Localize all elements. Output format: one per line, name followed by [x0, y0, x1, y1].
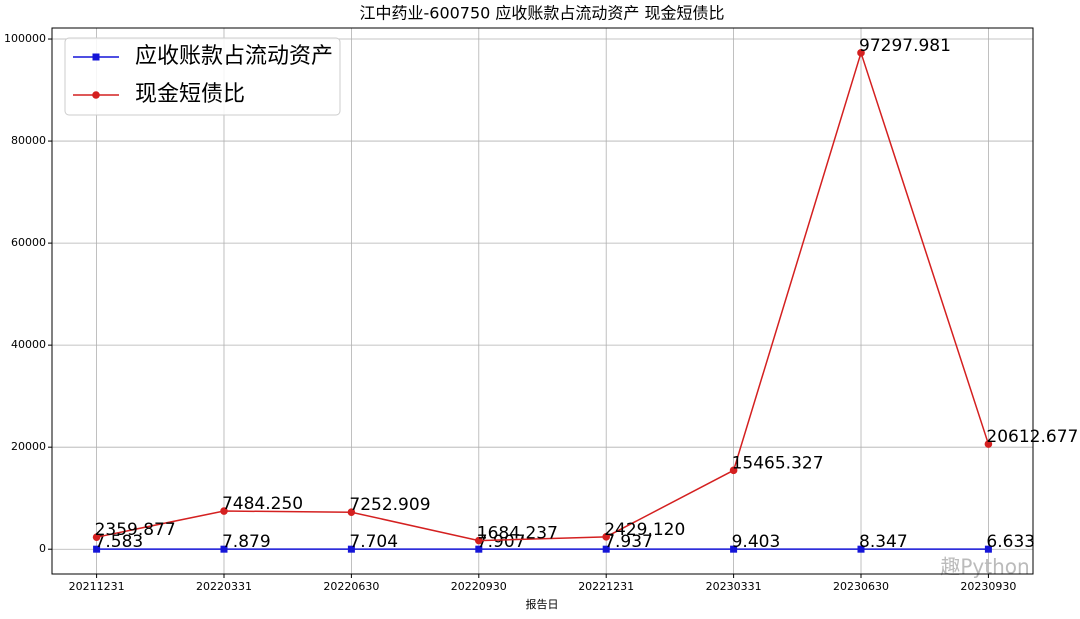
data-point: [93, 545, 101, 553]
data-point: [475, 545, 483, 553]
x-tick-label: 20230930: [960, 580, 1016, 593]
legend-box: [64, 37, 341, 116]
y-tick-label: 20000: [11, 440, 46, 453]
data-label: 1684.237: [477, 524, 558, 544]
data-label: 7.704: [349, 532, 398, 552]
data-label: 7484.250: [222, 494, 303, 514]
data-label: 20612.677: [986, 427, 1078, 447]
x-tick-label: 20230630: [833, 580, 889, 593]
x-tick-label: 20220930: [451, 580, 507, 593]
legend-label: 应收账款占流动资产: [135, 44, 333, 69]
data-point: [729, 466, 738, 475]
y-tick-label: 60000: [11, 236, 46, 249]
data-point: [474, 536, 483, 545]
data-label: 15465.327: [732, 453, 824, 473]
data-label: 2429.120: [604, 520, 685, 540]
x-tick-label: 20221231: [578, 580, 634, 593]
data-point: [220, 507, 228, 515]
x-axis-label: 报告日: [526, 597, 559, 611]
legend-label: 现金短债比: [135, 82, 245, 107]
series-line: [96, 50, 990, 542]
y-tick-label: 80000: [11, 134, 46, 147]
data-point: [602, 545, 610, 553]
data-label: 7.583: [95, 532, 144, 552]
x-tick-label: 20230331: [706, 580, 762, 593]
x-tick-label: 20211231: [69, 580, 125, 593]
data-label: 2359.877: [95, 520, 176, 540]
x-tick-label: 20220331: [196, 580, 252, 593]
data-point: [984, 545, 992, 553]
data-label: 7.937: [604, 532, 653, 552]
data-label: 8.347: [859, 532, 908, 552]
data-point: [220, 545, 228, 553]
data-label: 7.907: [477, 532, 526, 552]
data-point: [857, 49, 865, 57]
data-point: [602, 533, 611, 541]
data-point: [984, 440, 993, 448]
data-label: 7252.909: [349, 495, 430, 515]
watermark: 趣Python: [940, 555, 1029, 579]
x-tick-label: 20220630: [323, 580, 379, 593]
data-label: 6.633: [986, 532, 1035, 552]
legend-marker: [92, 91, 100, 99]
data-point: [347, 508, 356, 517]
data-point: [730, 545, 738, 553]
data-label: 9.403: [732, 532, 781, 552]
y-tick-label: 100000: [4, 32, 46, 45]
legend-marker: [92, 53, 100, 61]
data-label: 7.879: [222, 532, 271, 552]
data-point: [857, 545, 865, 553]
y-tick-label: 40000: [11, 338, 46, 351]
data-point: [92, 533, 101, 541]
chart-title: 江中药业-600750 应收账款占流动资产 现金短债比: [359, 4, 724, 23]
y-tick-label: 0: [39, 542, 46, 555]
plot-frame: [51, 27, 1034, 575]
data-point: [347, 545, 355, 553]
data-label: 97297.981: [859, 36, 951, 56]
